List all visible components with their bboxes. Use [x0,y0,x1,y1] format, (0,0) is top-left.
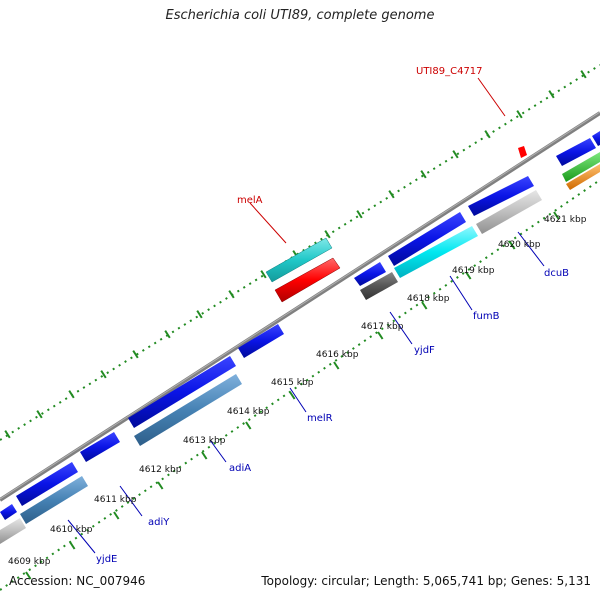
gene-leader-lines [67,231,545,554]
gene-darkgray[interactable] [360,272,398,300]
gene-melA[interactable] [265,237,333,283]
gene-steel-1[interactable] [20,476,88,524]
gene-label-utiC4717[interactable]: UTI89_C4717 [416,66,483,77]
gene-gray-2[interactable] [476,190,542,234]
accession-text: Accession: NC_007946 [9,574,146,588]
gene-label-yjdF[interactable]: yjdF [414,345,435,356]
tick-label-4612: 4612 kbp [139,465,182,475]
tick-label-4619: 4619 kbp [452,266,495,276]
gene-cyan[interactable] [394,226,478,278]
gene-blue-5[interactable] [238,324,284,358]
outer-dot-ring [0,64,600,441]
genome-summary: Topology: circular; Length: 5,065,741 bp… [261,574,591,588]
tick-label-4613: 4613 kbp [183,436,226,446]
gene-orange[interactable] [566,164,600,190]
gene-blue-4[interactable] [128,356,236,428]
gene-blue-8[interactable] [468,176,534,216]
gene-label-dcuB[interactable]: dcuB [544,268,569,279]
tick-label-4611: 4611 kbp [94,495,137,505]
gene-label-fumB[interactable]: fumB [473,311,500,322]
gene-blue-1[interactable] [0,504,17,520]
gene-blue-7[interactable] [388,212,466,266]
gene-blue-6[interactable] [354,262,386,286]
gene-blue-3[interactable] [80,432,120,462]
gene-label-melR[interactable]: melR [307,413,333,424]
gene-red[interactable] [274,257,341,303]
tick-label-4618: 4618 kbp [407,294,450,304]
gene-steel-2[interactable] [134,374,242,446]
tick-label-4621: 4621 kbp [544,215,587,225]
tick-label-4620: 4620 kbp [498,240,541,250]
gene-blue-9[interactable] [556,138,596,166]
tick-label-4616: 4616 kbp [316,350,359,360]
gene-label-adiY[interactable]: adiY [148,517,170,528]
inner-tick-marks [25,211,560,580]
gene-utiC4717[interactable] [518,146,527,158]
gene-label-yjdE[interactable]: yjdE [96,554,117,565]
tick-label-4610: 4610 kbp [50,525,93,535]
gene-blue-10[interactable] [592,131,600,146]
tick-label-4615: 4615 kbp [271,378,314,388]
gene-green[interactable] [562,152,600,182]
tick-label-4614: 4614 kbp [227,407,270,417]
genome-backbone [0,111,600,502]
tick-label-4609: 4609 kbp [8,557,51,567]
tick-label-4617: 4617 kbp [361,322,404,332]
gene-label-adiA[interactable]: adiA [229,463,251,474]
gene-label-melA[interactable]: melA [237,195,263,206]
gene-gray-1[interactable] [0,518,26,544]
gene-blue-2[interactable] [16,462,78,506]
genome-title: Escherichia coli UTI89, complete genome [165,8,435,23]
